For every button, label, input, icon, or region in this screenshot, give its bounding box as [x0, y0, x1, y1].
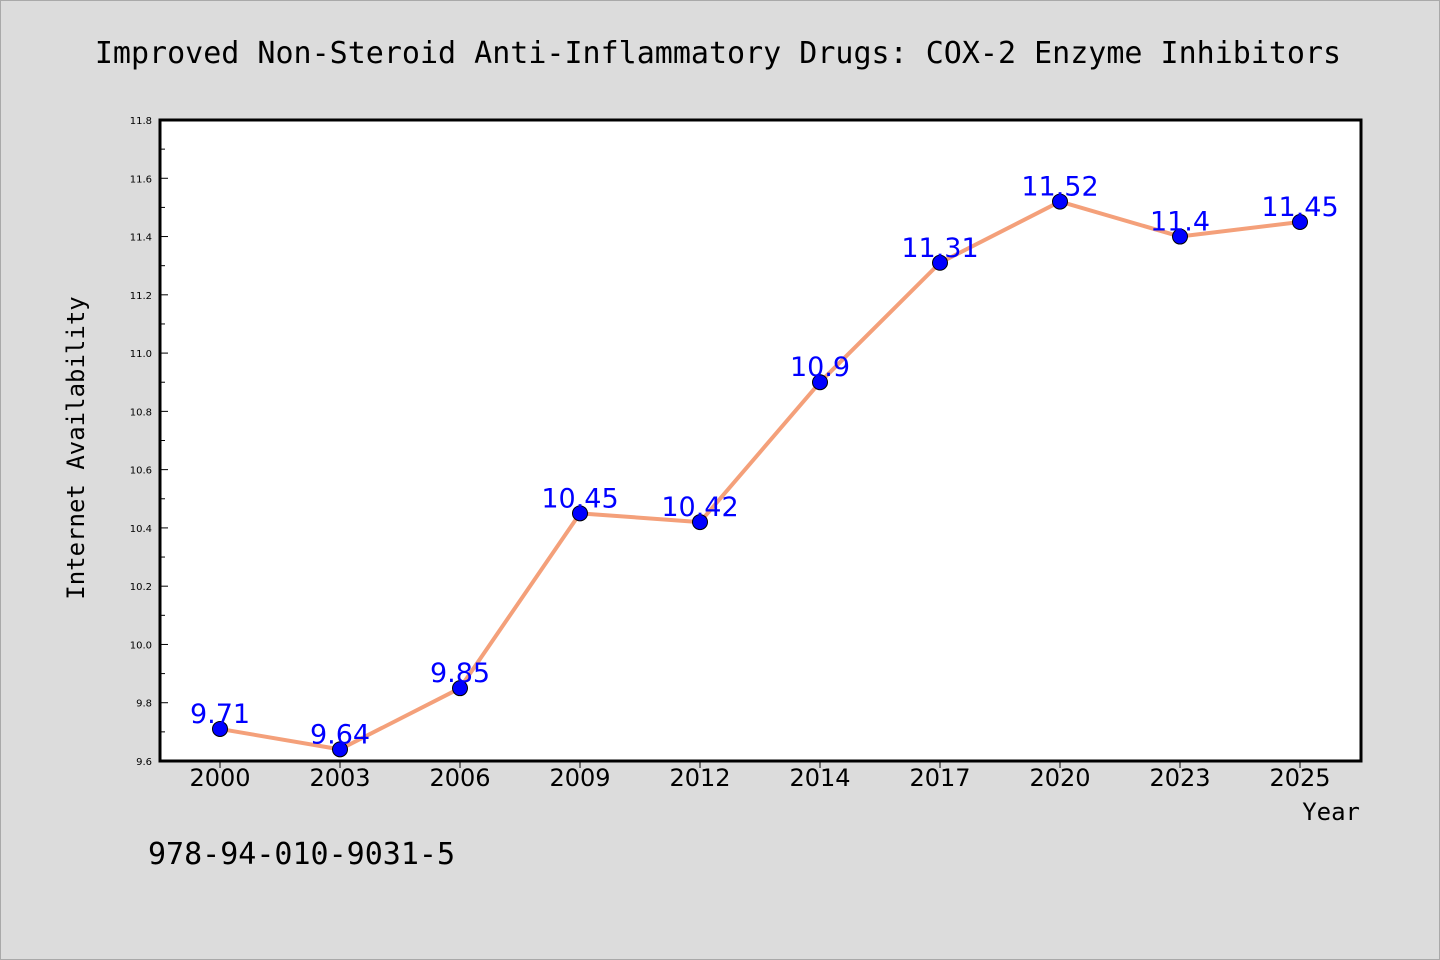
- x-tick-label: 2017: [909, 764, 970, 792]
- y-tick-label: 11.8: [130, 116, 152, 127]
- data-label: 9.71: [190, 699, 250, 730]
- data-labels: 9.71 9.64 9.85 10.45 10.42 10.9 11.31 11.52 11.4…: [190, 172, 1339, 751]
- data-label: 11.31: [901, 233, 978, 264]
- y-axis-label: Internet Availability: [62, 296, 90, 599]
- series-line-path: [219, 199, 1301, 752]
- x-axis: 2000 2003 2006 2009 2012 2014 2017 2020 2023 2025: [189, 761, 1331, 792]
- data-point: [452, 680, 468, 697]
- x-tick-label: 2020: [1029, 764, 1090, 792]
- data-label: 9.64: [310, 719, 370, 750]
- data-label: 10.45: [541, 483, 618, 514]
- data-point: [692, 514, 708, 531]
- x-tick-label: 2014: [789, 764, 850, 792]
- data-label: 11.45: [1261, 192, 1338, 223]
- y-tick-label: 10.2: [130, 582, 152, 593]
- isbn-label: 978-94-010-9031-5: [148, 837, 455, 872]
- plot-area: [160, 120, 1361, 761]
- data-point: [332, 741, 348, 758]
- x-tick-label: 2012: [669, 764, 730, 792]
- data-label: 10.9: [790, 352, 850, 383]
- data-label: 11.4: [1150, 207, 1210, 238]
- y-tick-label: 11.0: [130, 349, 152, 360]
- y-tick-label: 11.6: [130, 174, 152, 185]
- chart-title: Improved Non-Steroid Anti-Inflammatory D…: [95, 36, 1341, 71]
- y-tick-label: 9.8: [136, 699, 152, 710]
- data-label: 9.85: [430, 658, 490, 689]
- data-point: [572, 505, 588, 522]
- y-tick-label: 11.2: [130, 291, 152, 302]
- y-tick-label: 10.0: [130, 640, 152, 651]
- x-tick-label: 2025: [1269, 764, 1330, 792]
- y-tick-label: 10.6: [130, 466, 152, 477]
- y-tick-label: 10.4: [130, 524, 152, 535]
- data-point: [1292, 213, 1308, 230]
- data-point: [212, 720, 228, 737]
- series-markers: [212, 193, 1308, 758]
- data-point: [1052, 193, 1068, 210]
- x-tick-label: 2000: [189, 764, 250, 792]
- data-label: 11.52: [1021, 172, 1098, 203]
- data-label: 10.42: [661, 492, 738, 523]
- data-point: [1172, 228, 1188, 245]
- x-axis-label: Year: [1302, 798, 1360, 826]
- data-point: [932, 254, 948, 271]
- plot-frame: [158, 118, 1363, 763]
- x-tick-label: 2006: [429, 764, 490, 792]
- y-tick-label: 9.6: [136, 757, 152, 768]
- y-tick-label: 10.8: [130, 407, 152, 418]
- x-tick-label: 2003: [309, 764, 370, 792]
- data-point: [812, 374, 828, 391]
- x-tick-label: 2023: [1149, 764, 1210, 792]
- series-line: [219, 199, 1301, 752]
- y-tick-label: 11.4: [130, 233, 152, 244]
- x-tick-label: 2009: [549, 764, 610, 792]
